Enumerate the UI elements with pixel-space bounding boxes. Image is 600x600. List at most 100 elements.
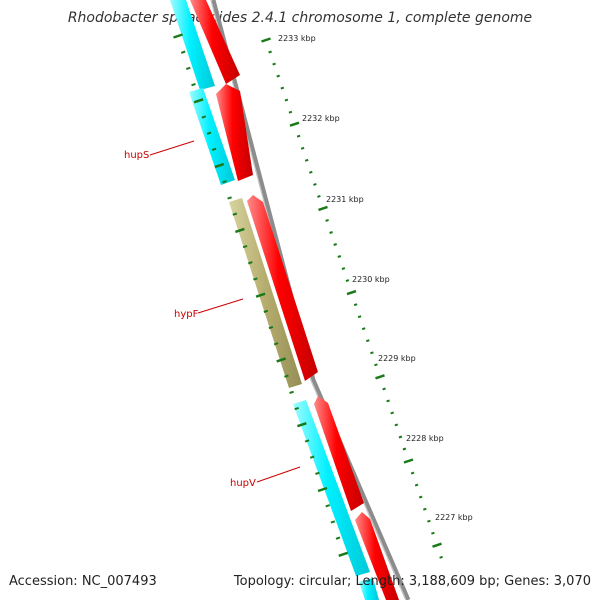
outer-tick-30 bbox=[386, 399, 390, 403]
outer-tick-35 bbox=[403, 458, 414, 464]
scale-label-2229: 2229 kbp bbox=[378, 354, 416, 363]
outer-tick-22 bbox=[353, 303, 358, 307]
outer-tick-29 bbox=[382, 387, 386, 391]
outer-tick-17 bbox=[333, 243, 338, 246]
outer-tick-0 bbox=[261, 37, 271, 43]
cds-reverse-hupV[interactable] bbox=[293, 400, 370, 576]
scale-label-2231: 2231 kbp bbox=[326, 195, 364, 204]
outer-tick-18 bbox=[337, 255, 342, 258]
inner-tick-0 bbox=[173, 33, 183, 39]
inner-tick-29 bbox=[325, 504, 331, 508]
inner-tick-11 bbox=[232, 212, 238, 216]
outer-tick-5 bbox=[284, 98, 289, 102]
outer-tick-3 bbox=[276, 74, 281, 78]
outer-tick-24 bbox=[361, 327, 366, 331]
outer-tick-14 bbox=[318, 205, 328, 212]
scale-label-2227: 2227 kbp bbox=[435, 513, 473, 522]
inner-tick-26 bbox=[309, 455, 315, 459]
inner-tick-5 bbox=[201, 115, 207, 119]
outer-tick-19 bbox=[341, 267, 346, 271]
inner-tick-17 bbox=[263, 309, 269, 313]
outer-tick-26 bbox=[370, 351, 374, 355]
inner-tick-14 bbox=[247, 261, 253, 265]
outer-tick-34 bbox=[402, 447, 407, 451]
outer-tick-20 bbox=[345, 279, 350, 283]
cds-reverse-top[interactable] bbox=[170, 0, 215, 90]
gene-label-hypF[interactable]: hypF bbox=[174, 309, 199, 320]
cds-reverse-hupS[interactable] bbox=[189, 88, 235, 185]
inner-tick-21 bbox=[284, 374, 289, 378]
outer-tick-15 bbox=[325, 218, 329, 222]
scale-label-2232: 2232 kbp bbox=[302, 114, 340, 123]
cds-forward-top[interactable] bbox=[190, 0, 240, 84]
scale-label-2233: 2233 kbp bbox=[278, 34, 316, 43]
outer-tick-40 bbox=[427, 519, 431, 523]
inner-tick-24 bbox=[297, 422, 307, 428]
leader-line-hupS bbox=[149, 140, 195, 156]
outer-tick-12 bbox=[313, 182, 317, 186]
outer-tick-39 bbox=[422, 507, 427, 511]
outer-tick-16 bbox=[329, 231, 333, 234]
inner-tick-marks bbox=[173, 33, 349, 557]
inner-tick-7 bbox=[211, 147, 217, 151]
gene-label-hupV[interactable]: hupV bbox=[230, 478, 256, 489]
inner-tick-31 bbox=[335, 536, 341, 540]
outer-tick-27 bbox=[374, 363, 378, 367]
outer-tick-38 bbox=[418, 495, 423, 499]
outer-tick-9 bbox=[300, 146, 305, 150]
outer-tick-6 bbox=[288, 110, 293, 114]
outer-tick-43 bbox=[439, 555, 443, 559]
inner-tick-18 bbox=[268, 325, 274, 330]
inner-tick-19 bbox=[273, 342, 279, 346]
scale-label-2230: 2230 kbp bbox=[352, 275, 390, 284]
inner-tick-27 bbox=[315, 471, 320, 475]
outer-tick-11 bbox=[308, 170, 313, 174]
accession-text: Accession: NC_007493 bbox=[9, 574, 157, 589]
cds-forward-hypF[interactable] bbox=[247, 195, 318, 381]
outer-tick-23 bbox=[357, 315, 362, 319]
inner-tick-6 bbox=[206, 131, 212, 135]
inner-tick-3 bbox=[191, 82, 196, 87]
gene-label-hupS[interactable]: hupS bbox=[124, 150, 149, 161]
cds-reverse-bottom[interactable] bbox=[359, 578, 379, 600]
inner-tick-1 bbox=[180, 50, 186, 54]
inner-tick-9 bbox=[222, 180, 227, 184]
outer-tick-28 bbox=[375, 374, 385, 380]
outer-tick-36 bbox=[410, 471, 415, 475]
genome-backbone bbox=[210, 0, 411, 600]
inner-tick-28 bbox=[317, 486, 328, 493]
inner-tick-22 bbox=[289, 390, 294, 394]
inner-tick-4 bbox=[193, 98, 204, 104]
outer-tick-41 bbox=[431, 531, 435, 535]
inner-tick-20 bbox=[276, 357, 287, 363]
outer-tick-21 bbox=[346, 289, 357, 296]
leader-line-hypF bbox=[197, 298, 244, 314]
outer-tick-8 bbox=[296, 134, 301, 138]
cds-forward-bottom[interactable] bbox=[355, 512, 399, 600]
outer-tick-4 bbox=[280, 86, 285, 90]
outer-tick-37 bbox=[414, 483, 419, 487]
inner-tick-2 bbox=[185, 66, 191, 71]
inner-tick-23 bbox=[294, 406, 300, 411]
outer-tick-13 bbox=[317, 194, 321, 198]
inner-tick-15 bbox=[253, 277, 258, 281]
inner-tick-12 bbox=[235, 227, 245, 234]
scale-label-2228: 2228 kbp bbox=[406, 434, 444, 443]
cds-forward-hupS[interactable] bbox=[216, 84, 253, 181]
inner-tick-32 bbox=[338, 551, 349, 557]
outer-tick-marks bbox=[261, 37, 443, 559]
inner-tick-10 bbox=[227, 196, 232, 200]
leader-line-hupV bbox=[256, 466, 301, 483]
outer-tick-31 bbox=[390, 411, 395, 415]
feature-hypF[interactable] bbox=[229, 198, 302, 388]
outer-tick-25 bbox=[365, 339, 370, 343]
cds-forward-hupV[interactable] bbox=[314, 396, 364, 511]
inner-tick-16 bbox=[255, 292, 266, 298]
inner-tick-25 bbox=[304, 439, 310, 443]
inner-tick-30 bbox=[330, 520, 336, 524]
outer-tick-32 bbox=[394, 423, 399, 427]
outer-tick-10 bbox=[304, 158, 309, 162]
topology-text: Topology: circular; Length: 3,188,609 bp… bbox=[233, 574, 591, 589]
outer-tick-33 bbox=[398, 435, 403, 439]
